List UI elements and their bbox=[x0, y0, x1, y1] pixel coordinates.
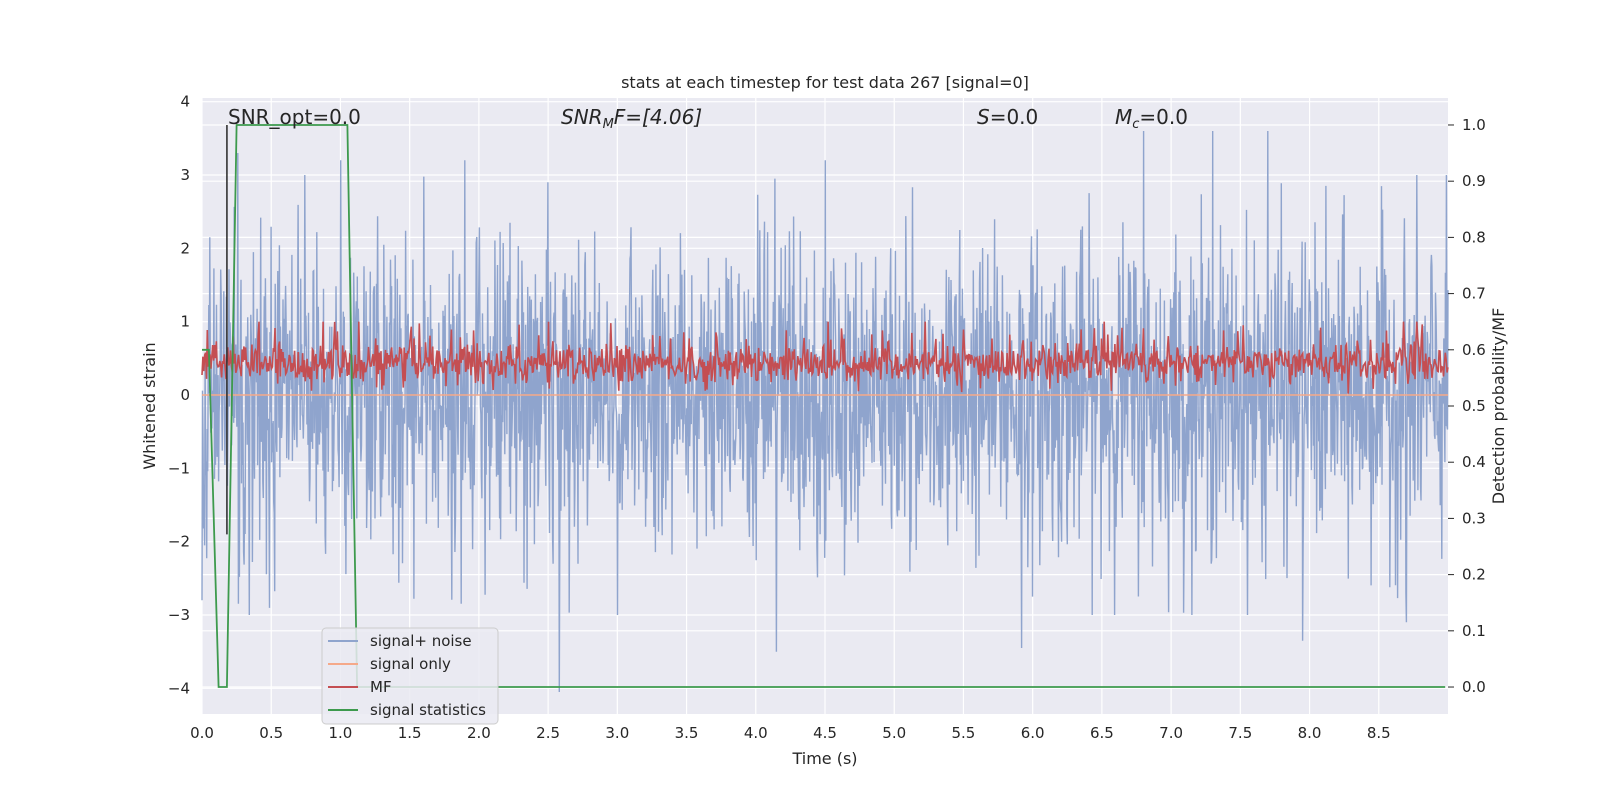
x-tick-label: 6.0 bbox=[1021, 724, 1045, 742]
y-tick-label-right: 0.3 bbox=[1462, 509, 1486, 527]
legend-label-mf: MF bbox=[370, 678, 392, 696]
x-tick-label: 7.0 bbox=[1159, 724, 1183, 742]
y-tick-label-right: 1.0 bbox=[1462, 116, 1486, 134]
y-tick-label-right: 0.2 bbox=[1462, 566, 1486, 584]
annotation-snr-mf: SNRMF=[4.06] bbox=[561, 105, 702, 132]
line-signal-statistics bbox=[202, 124, 1446, 688]
x-tick-label: 0.5 bbox=[259, 724, 283, 742]
annotation-mc-subscript: c bbox=[1132, 117, 1139, 132]
annotation-snr-opt: SNR_opt=0.0 bbox=[228, 105, 361, 129]
y-tick-label-right: 0.7 bbox=[1462, 285, 1486, 303]
y-axis-label-right: Detection probability/MF bbox=[1489, 308, 1508, 505]
y-tick-label-left: 3 bbox=[180, 166, 190, 184]
y-tick-label-right: 0.4 bbox=[1462, 453, 1486, 471]
x-tick-label: 8.5 bbox=[1367, 724, 1391, 742]
y-tick-label-left: −3 bbox=[168, 606, 190, 624]
x-tick-label: 4.5 bbox=[813, 724, 837, 742]
legend-label-signal-statistics: signal statistics bbox=[370, 701, 486, 719]
chart-title: stats at each timestep for test data 267… bbox=[621, 73, 1029, 92]
annotation-snr-mf-subscript: M bbox=[603, 117, 614, 132]
annotation-mc-value: =0.0 bbox=[1139, 105, 1188, 129]
legend: signal+ noise signal only MF signal stat… bbox=[321, 627, 499, 725]
x-tick-label: 7.5 bbox=[1228, 724, 1252, 742]
x-tick-label: 8.0 bbox=[1298, 724, 1322, 742]
annotation-snr-mf-symbol: SNR bbox=[561, 105, 603, 129]
annotation-mc: Mc=0.0 bbox=[1115, 105, 1188, 132]
y-tick-label-right: 0.6 bbox=[1462, 341, 1486, 359]
annotation-s-symbol: S bbox=[977, 105, 990, 129]
legend-box bbox=[321, 627, 499, 725]
legend-label-signal-noise: signal+ noise bbox=[370, 632, 472, 650]
x-tick-label: 3.0 bbox=[605, 724, 629, 742]
x-axis-label: Time (s) bbox=[791, 749, 857, 768]
x-tick-label: 1.0 bbox=[329, 724, 353, 742]
x-tick-label: 5.5 bbox=[952, 724, 976, 742]
series-signal-noise bbox=[201, 130, 1449, 693]
y-tick-label-right: 0.5 bbox=[1462, 397, 1486, 415]
y-tick-label-left: 1 bbox=[180, 313, 190, 331]
series-signal-statistics bbox=[202, 124, 1446, 688]
x-tick-label: 2.5 bbox=[536, 724, 560, 742]
x-tick-label: 5.0 bbox=[882, 724, 906, 742]
y-tick-label-left: −1 bbox=[168, 459, 190, 477]
y-tick-label-right: 0.0 bbox=[1462, 678, 1486, 696]
series-mf bbox=[201, 321, 1449, 394]
line-signal-noise bbox=[201, 130, 1449, 693]
annotation-mc-symbol: M bbox=[1115, 105, 1132, 129]
y-tick-label-right: 0.1 bbox=[1462, 622, 1486, 640]
y-axis-label-left: Whitened strain bbox=[140, 342, 159, 469]
x-tick-label: 3.5 bbox=[675, 724, 699, 742]
line-mf bbox=[201, 321, 1449, 394]
annotation-s-value: =0.0 bbox=[990, 105, 1039, 129]
y-tick-label-right: 0.9 bbox=[1462, 172, 1486, 190]
axis-ticks: 0.0 0.5 1.0 1.5 2.0 2.5 3.0 3.5 4.0 4.5 5.0 5.5 6.0 6… bbox=[168, 93, 1486, 742]
y-tick-label-left: 4 bbox=[180, 93, 190, 111]
y-tick-label-left: −2 bbox=[168, 533, 190, 551]
y-tick-label-left: 0 bbox=[180, 386, 190, 404]
x-tick-label: 4.0 bbox=[744, 724, 768, 742]
x-tick-label: 6.5 bbox=[1090, 724, 1114, 742]
x-tick-label: 2.0 bbox=[467, 724, 491, 742]
annotation-s: S=0.0 bbox=[977, 105, 1038, 129]
y-tick-label-right: 0.8 bbox=[1462, 228, 1486, 246]
x-tick-label: 0.0 bbox=[190, 724, 214, 742]
annotation-snr-mf-value: F=[4.06] bbox=[614, 105, 702, 129]
legend-label-signal-only: signal only bbox=[370, 655, 451, 673]
x-tick-label: 1.5 bbox=[398, 724, 422, 742]
y-tick-label-left: −4 bbox=[168, 679, 190, 697]
y-tick-label-left: 2 bbox=[180, 239, 190, 257]
